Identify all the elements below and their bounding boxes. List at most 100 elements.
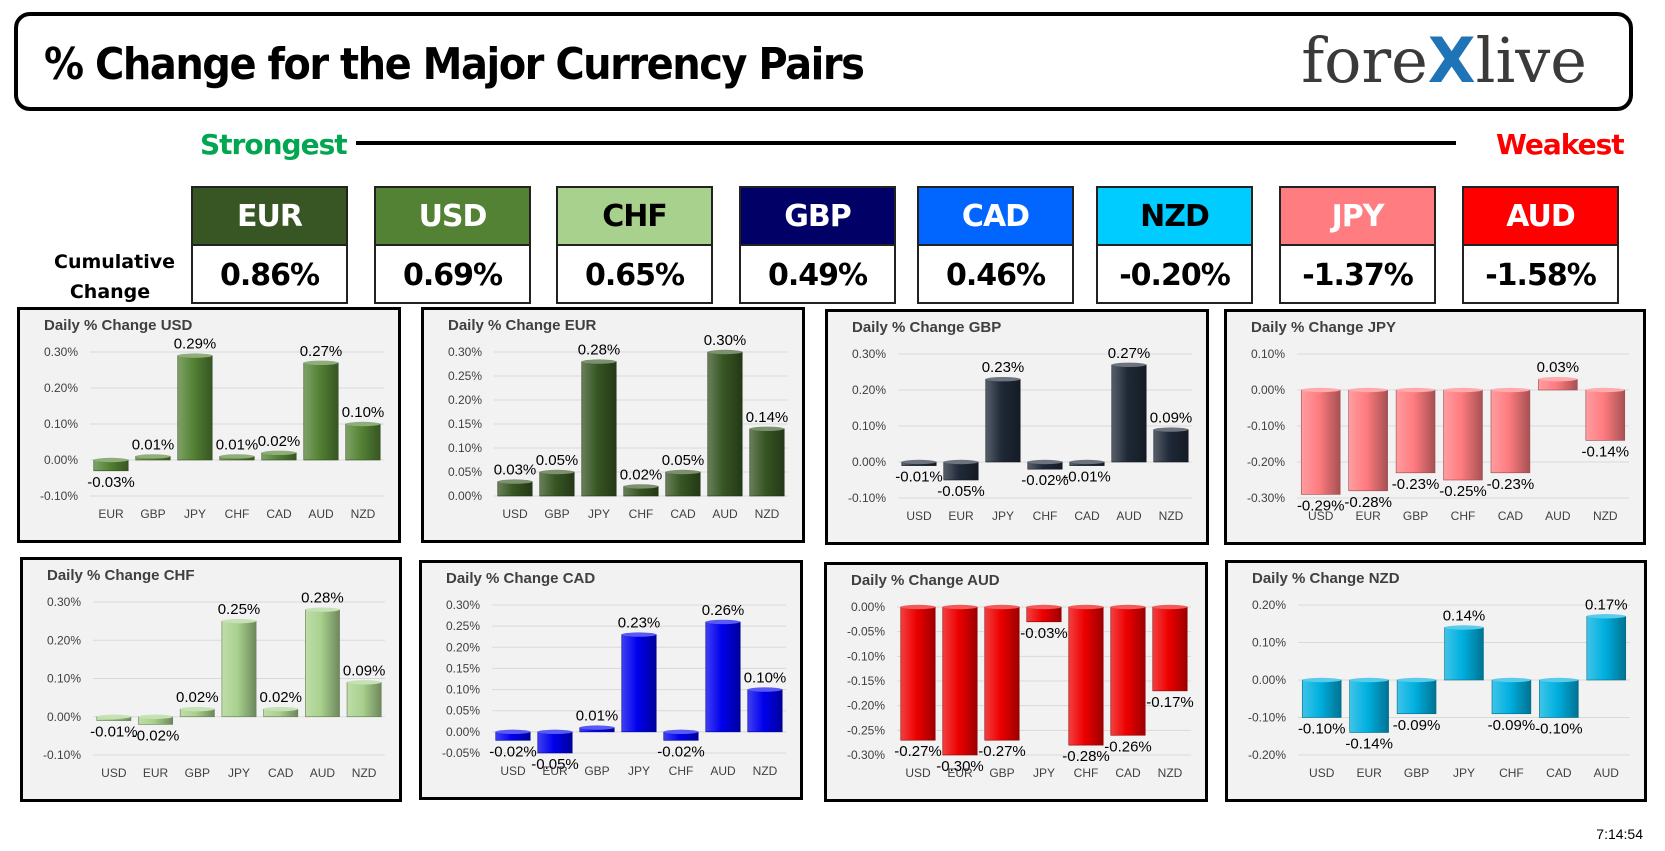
- bar-cap: [707, 349, 743, 355]
- x-tick-label: EUR: [143, 766, 169, 780]
- data-label: -0.03%: [87, 474, 135, 491]
- x-tick-label: EUR: [947, 766, 973, 780]
- bar-cap: [1027, 459, 1063, 465]
- bar-cap: [495, 729, 531, 735]
- bar-cap: [579, 725, 615, 730]
- y-tick-label: 0.10%: [446, 683, 480, 697]
- currency-code: USD: [376, 188, 529, 246]
- x-tick-label: GBP: [544, 507, 569, 521]
- bar-nzd: [747, 689, 783, 733]
- currency-box-usd: USD 0.69%: [374, 186, 531, 304]
- y-tick-label: -0.20%: [1247, 455, 1285, 469]
- y-tick-label: -0.10%: [847, 649, 885, 663]
- bar-cap: [135, 454, 171, 459]
- data-label: -0.01%: [90, 724, 138, 741]
- y-tick-label: 0.10%: [44, 417, 78, 431]
- currency-box-eur: EUR 0.86%: [191, 186, 348, 304]
- chart-panel-2: Daily % Change EUR 0.30% 0.25% 0.20% 0.15% 0.…: [421, 307, 805, 543]
- chart-panel-7: Daily % Change AUD 0.00% -0.05% -0.10% -0.15…: [824, 562, 1208, 802]
- currency-cumulative-value: 0.65%: [584, 257, 685, 293]
- bar-cap: [1397, 677, 1437, 683]
- x-tick-label: EUR: [948, 509, 974, 523]
- currency-cumulative-value: -1.37%: [1302, 257, 1414, 293]
- x-tick-label: JPY: [992, 509, 1014, 523]
- x-tick-label: NZD: [1158, 766, 1183, 780]
- cumulative-change-label: Cumulative Change: [54, 247, 175, 307]
- bar-aud: [305, 609, 340, 718]
- y-tick-label: 0.10%: [1251, 347, 1285, 361]
- chart-title: Daily % Change EUR: [448, 317, 597, 334]
- chart-svg: Daily % Change JPY 0.10% 0.00% -0.10% -0.20%…: [1247, 319, 1629, 523]
- y-tick-label: 0.30%: [852, 347, 886, 361]
- data-label: 0.25%: [218, 601, 261, 618]
- data-label: 0.09%: [343, 662, 386, 679]
- bar-cap: [180, 706, 215, 712]
- bar-jpy: [621, 634, 657, 733]
- data-label: 0.10%: [744, 670, 787, 687]
- y-tick-label: 0.10%: [1252, 636, 1286, 650]
- x-tick-label: USD: [502, 507, 528, 521]
- bar-cap: [96, 714, 131, 719]
- currency-box-chf: CHF 0.65%: [556, 186, 713, 304]
- x-tick-label: AUD: [710, 764, 736, 778]
- x-tick-label: CAD: [670, 507, 696, 521]
- data-label: 0.02%: [176, 689, 219, 706]
- x-tick-label: JPY: [1033, 766, 1055, 780]
- cumulative-label-line2: Change: [69, 281, 151, 303]
- data-label: -0.02%: [657, 743, 705, 760]
- y-tick-label: -0.10%: [40, 489, 78, 503]
- chart-title: Daily % Change GBP: [852, 319, 1001, 336]
- bar-cap: [93, 457, 129, 463]
- currency-code: NZD: [1098, 188, 1251, 246]
- bar-cap: [1586, 614, 1626, 619]
- x-tick-label: EUR: [542, 764, 568, 778]
- bar-nzd: [749, 428, 785, 497]
- y-tick-label: -0.30%: [1247, 491, 1285, 505]
- bar-cap: [1069, 459, 1105, 465]
- x-tick-label: JPY: [628, 764, 650, 778]
- bar-cap: [663, 729, 699, 735]
- y-tick-label: 0.20%: [852, 383, 886, 397]
- data-label: 0.01%: [576, 708, 619, 725]
- bar-chf: [1491, 679, 1532, 715]
- data-label: -0.05%: [531, 756, 579, 773]
- bar-eur: [943, 461, 979, 481]
- data-label: -0.10%: [1535, 721, 1583, 738]
- data-label: 0.02%: [258, 433, 301, 450]
- bar-cap: [621, 632, 657, 637]
- currency-cumulative-value: 0.86%: [219, 257, 320, 293]
- chart-svg: Daily % Change AUD 0.00% -0.05% -0.10% -0.15…: [847, 572, 1194, 780]
- bar-aud: [1586, 615, 1627, 681]
- data-label: -0.01%: [1063, 469, 1111, 486]
- bar-cap: [1490, 387, 1530, 393]
- chart-panel-3: Daily % Change GBP 0.30% 0.20% 0.10% 0.00% -0…: [825, 309, 1209, 545]
- data-label: -0.23%: [1392, 476, 1440, 493]
- x-tick-label: USD: [905, 766, 931, 780]
- y-tick-label: 0.00%: [448, 489, 482, 503]
- y-tick-label: -0.25%: [847, 723, 885, 737]
- currency-cumulative-value: 0.69%: [402, 257, 503, 293]
- currency-cumulative-value: -0.20%: [1119, 257, 1231, 293]
- x-tick-label: USD: [101, 766, 127, 780]
- bar-cap: [138, 714, 173, 719]
- bar-cap: [1110, 604, 1146, 610]
- bar-eur: [1349, 679, 1389, 733]
- chart-title: Daily % Change JPY: [1251, 319, 1396, 336]
- data-label: 0.17%: [1585, 596, 1628, 613]
- bar-eur: [537, 731, 573, 754]
- chart-panel-4: Daily % Change JPY 0.10% 0.00% -0.10% -0.20%…: [1224, 309, 1646, 545]
- bar-cap: [1491, 677, 1531, 683]
- bar-aud: [303, 362, 339, 461]
- currency-code: AUD: [1464, 188, 1617, 246]
- bar-gbp: [1396, 679, 1437, 715]
- bar-chf: [1443, 389, 1483, 481]
- bar-cad: [1490, 389, 1531, 474]
- timestamp: 7:14:54: [1596, 826, 1643, 842]
- x-tick-label: AUD: [308, 507, 334, 521]
- x-tick-label: GBP: [1403, 509, 1428, 523]
- bar-cap: [537, 729, 573, 735]
- x-tick-label: CAD: [268, 766, 294, 780]
- chart-svg: Daily % Change NZD0.20%0.10%0.00%-0.10%-…: [1248, 570, 1630, 780]
- x-tick-label: CHF: [1033, 509, 1058, 523]
- currency-code: JPY: [1281, 188, 1434, 246]
